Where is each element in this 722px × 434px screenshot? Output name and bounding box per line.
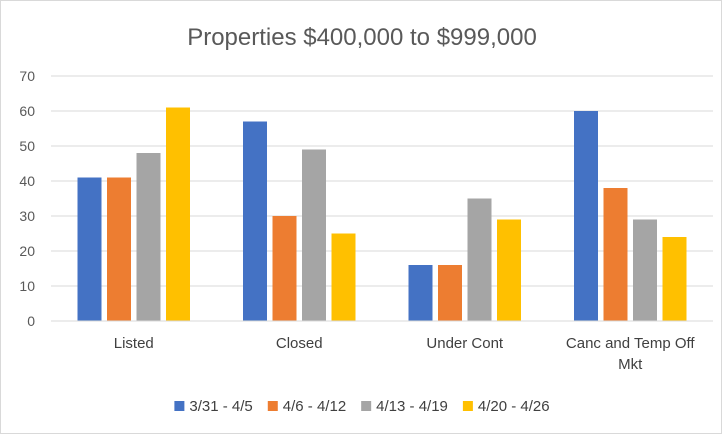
legend-label: 4/20 - 4/26 — [478, 398, 550, 415]
legend: 3/31 - 4/5 4/6 - 4/12 4/13 - 4/19 4/20 - 4/… — [174, 398, 550, 415]
category-label: Under Cont — [426, 335, 504, 352]
y-tick-label: 20 — [19, 243, 35, 259]
y-tick-label: 10 — [19, 278, 35, 294]
bar — [574, 111, 598, 321]
bar — [497, 219, 521, 321]
y-tick-label: 50 — [19, 138, 35, 154]
y-axis-tick-labels: 0 10 20 30 40 50 60 70 — [19, 68, 35, 329]
chart-title: Properties $400,000 to $999,000 — [187, 24, 537, 51]
bar — [438, 265, 462, 321]
y-tick-label: 0 — [27, 313, 35, 329]
legend-label: 4/6 - 4/12 — [283, 398, 346, 415]
bar — [136, 153, 161, 321]
bar — [467, 198, 492, 321]
bar — [331, 233, 356, 321]
category-label: Canc and Temp Off Mkt — [566, 335, 696, 373]
bar — [662, 237, 687, 321]
bar — [272, 216, 297, 321]
y-tick-label: 40 — [19, 173, 35, 189]
category-label: Listed — [114, 335, 154, 352]
bar — [633, 219, 657, 321]
bar — [408, 265, 433, 321]
bar — [302, 149, 326, 321]
y-tick-label: 30 — [19, 208, 35, 224]
y-tick-label: 70 — [19, 68, 35, 84]
legend-label: 4/13 - 4/19 — [376, 398, 448, 415]
legend-swatch — [174, 401, 185, 411]
legend-label: 3/31 - 4/5 — [189, 398, 252, 415]
y-tick-label: 60 — [19, 103, 35, 119]
category-label: Closed — [276, 335, 323, 352]
bar — [243, 121, 267, 321]
bar — [603, 188, 628, 321]
bar — [107, 177, 131, 321]
legend-swatch — [361, 401, 372, 411]
bar — [166, 107, 190, 321]
legend-swatch — [462, 401, 473, 411]
category-labels: Listed Closed Under Cont Canc and Temp Off M… — [114, 335, 696, 373]
bar — [77, 177, 102, 321]
legend-swatch — [267, 401, 278, 411]
gridlines — [51, 75, 713, 287]
bars — [77, 107, 687, 321]
